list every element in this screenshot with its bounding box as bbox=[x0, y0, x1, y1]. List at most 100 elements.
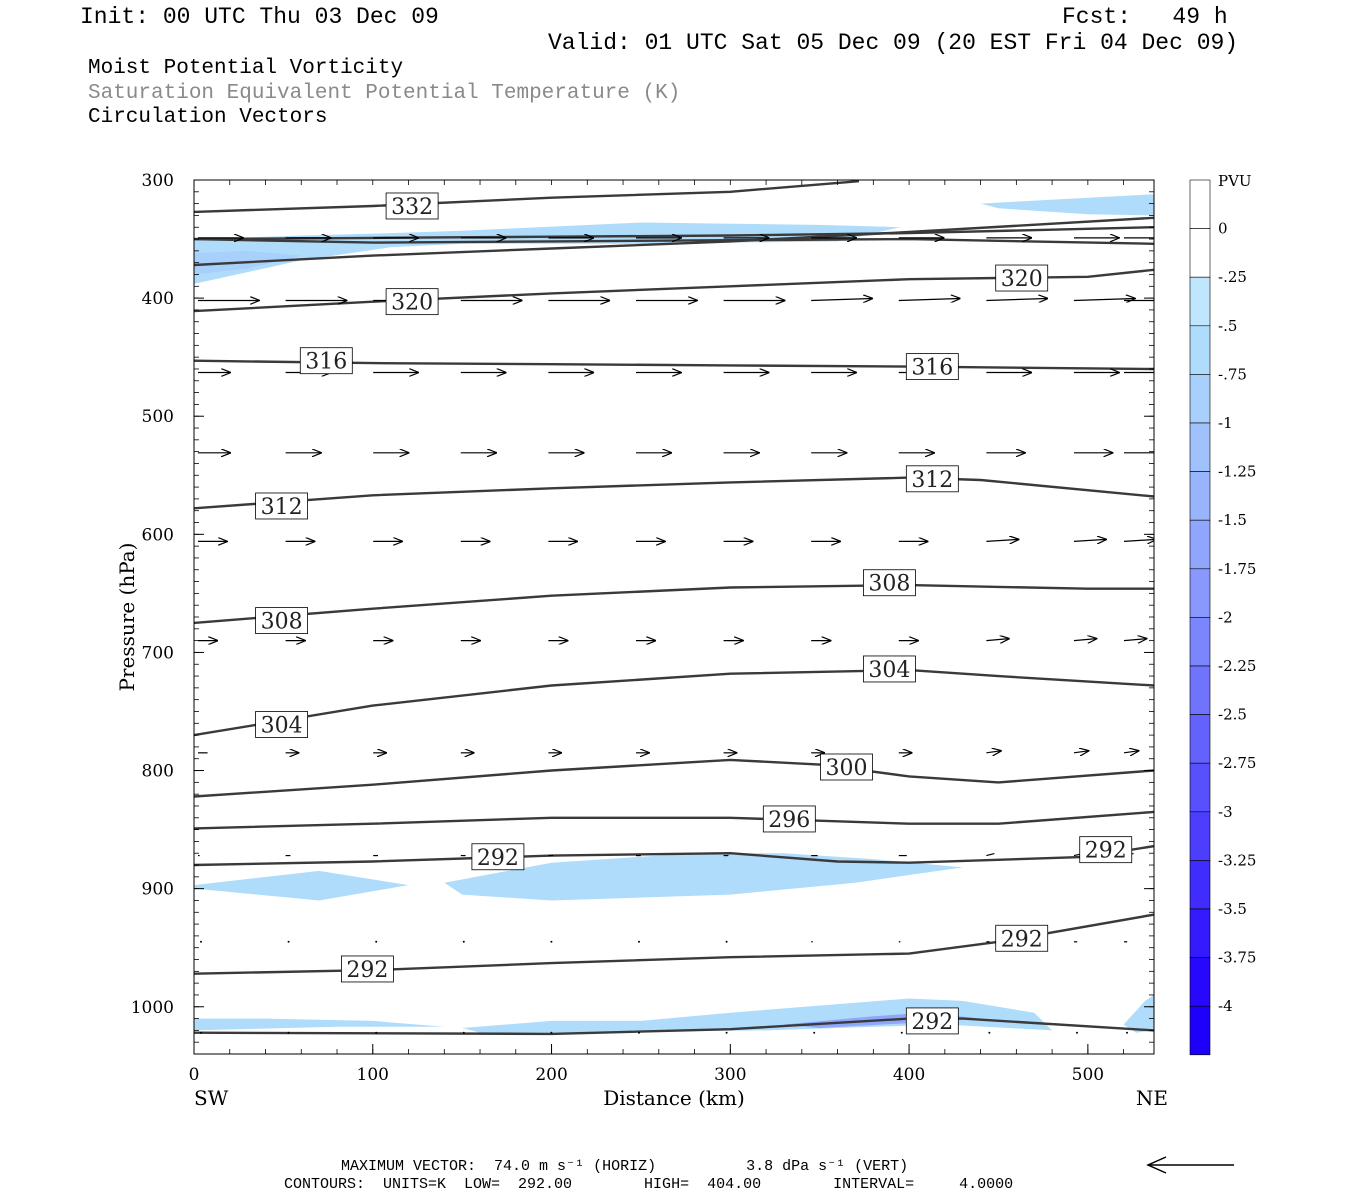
contour-label-14: 300 bbox=[826, 756, 868, 781]
contour-label-11: 308 bbox=[868, 572, 910, 597]
contour-label-13: 304 bbox=[868, 658, 910, 683]
vector-dot-8-2 bbox=[375, 940, 378, 943]
vector-dot-9-8 bbox=[900, 1031, 903, 1034]
contour-label-box-12 bbox=[255, 711, 308, 738]
y-axis-label: Pressure (hPa) bbox=[115, 543, 139, 692]
sw-label: SW bbox=[194, 1086, 229, 1110]
colorbar-label-0: 0 bbox=[1218, 220, 1228, 238]
contour-info-note: CONTOURS: UNITS=K LOW= 292.00 HIGH= 404.… bbox=[284, 1176, 1014, 1193]
colorbar-label-15: -3.75 bbox=[1218, 949, 1256, 967]
colorbar-label-2: -.5 bbox=[1218, 317, 1237, 335]
init-time: Init: 00 UTC Thu 03 Dec 09 bbox=[80, 4, 439, 30]
vector-dot-9-11 bbox=[1126, 1031, 1128, 1034]
vector-dot-9-9 bbox=[988, 1031, 991, 1034]
vector-dot-9-5 bbox=[637, 1031, 640, 1034]
contour-label-box-21 bbox=[905, 1007, 959, 1035]
contour-label-box-7 bbox=[905, 353, 959, 381]
x-tick-label-300: 300 bbox=[714, 1065, 746, 1085]
colorbar-label-11: -2.75 bbox=[1218, 754, 1256, 772]
vector-dot-8-6 bbox=[725, 940, 728, 943]
contour-label-21: 292 bbox=[911, 1010, 953, 1035]
forecast-hour: Fcst: 49 h bbox=[1062, 4, 1228, 30]
pv-shade-region-4 bbox=[444, 853, 963, 901]
vector-5-10 bbox=[1073, 639, 1096, 641]
x-tick-label-100: 100 bbox=[357, 1065, 389, 1085]
colorbar-label-12: -3 bbox=[1218, 803, 1233, 821]
contour-label-5: 320 bbox=[1001, 267, 1043, 292]
contour-label-box-18 bbox=[341, 955, 394, 983]
colorbar-label-13: -3.25 bbox=[1218, 851, 1256, 869]
colorbar-label-4: -1 bbox=[1218, 414, 1233, 432]
vector-dot-8-0 bbox=[200, 940, 202, 943]
contour-label-box-14 bbox=[820, 753, 873, 781]
contour-label-16: 292 bbox=[477, 846, 519, 871]
contour-label-box-19 bbox=[995, 924, 1049, 952]
contour-label-7: 316 bbox=[911, 356, 953, 381]
contour-label-box-6 bbox=[299, 347, 353, 375]
colorbar-label-1: -.25 bbox=[1218, 268, 1247, 286]
contour-label-10: 308 bbox=[261, 610, 303, 635]
colorbar-label-9: -2.25 bbox=[1218, 657, 1256, 675]
vector-dot-9-3 bbox=[462, 1031, 465, 1034]
contour-label-4: 320 bbox=[391, 291, 433, 316]
y-tick-label-400: 400 bbox=[142, 289, 174, 309]
colorbar-label-8: -2 bbox=[1218, 608, 1233, 626]
colorbar-label-6: -1.5 bbox=[1218, 511, 1247, 529]
contour-label-layer: 332 320 320 316 316 312 312 308 308 304 304 300 296 2… bbox=[255, 192, 1133, 1035]
vector-dot-8-5 bbox=[637, 940, 640, 943]
x-tick-label-200: 200 bbox=[535, 1065, 567, 1085]
reference-vector-icon bbox=[1146, 1156, 1234, 1174]
x-tick-label-400: 400 bbox=[893, 1065, 925, 1085]
y-tick-label-700: 700 bbox=[142, 643, 174, 663]
colorbar-label-10: -2.5 bbox=[1218, 706, 1247, 724]
y-tick-label-300: 300 bbox=[142, 171, 174, 191]
vector-4-10 bbox=[1073, 539, 1106, 541]
colorbar-swatch-5 bbox=[1189, 422, 1211, 472]
contour-label-6: 316 bbox=[305, 350, 347, 375]
theta-contour-layer bbox=[194, 180, 1154, 1036]
colorbar-label-16: -4 bbox=[1218, 997, 1233, 1015]
pv-shade-region-5 bbox=[194, 1018, 445, 1031]
vector-dot-8-3 bbox=[462, 940, 465, 943]
theta-contour-4 bbox=[194, 268, 1154, 313]
pv-shade-region-2 bbox=[980, 194, 1154, 216]
vector-5-11 bbox=[1123, 639, 1146, 641]
vector-6-9 bbox=[986, 751, 1000, 753]
colorbar-swatch-3 bbox=[1189, 325, 1211, 375]
max-vector-note: MAXIMUM VECTOR: 74.0 m s⁻¹ (HORIZ) 3.8 d… bbox=[341, 1158, 909, 1175]
vector-7-9 bbox=[986, 852, 995, 857]
theta-contour-16 bbox=[194, 844, 1154, 867]
contour-label-box-8 bbox=[255, 492, 308, 520]
colorbar-swatch-15 bbox=[1189, 908, 1211, 958]
colorbar-swatch-12 bbox=[1189, 762, 1211, 813]
vector-1-9 bbox=[986, 298, 1047, 300]
y-tick-label-800: 800 bbox=[142, 762, 174, 782]
contour-label-box-17 bbox=[1079, 836, 1133, 864]
contour-label-8: 312 bbox=[261, 495, 303, 520]
contour-label-box-10 bbox=[255, 607, 308, 634]
y-tick-label-500: 500 bbox=[142, 407, 174, 427]
pv-shade-region-6 bbox=[462, 998, 1053, 1033]
vector-dot-9-2 bbox=[375, 1031, 378, 1034]
vector-layer bbox=[198, 238, 1154, 1034]
theta-contour-0 bbox=[194, 180, 860, 214]
vector-1-8 bbox=[898, 298, 960, 300]
vector-4-11 bbox=[1123, 539, 1154, 541]
colorbar-swatch-0 bbox=[1189, 179, 1211, 229]
x-tick-label-0: 0 bbox=[189, 1065, 200, 1085]
legend-title-theta-es: Saturation Equivalent Potential Temperat… bbox=[88, 82, 681, 105]
contour-label-box-4 bbox=[385, 288, 439, 316]
colorbar-swatch-7 bbox=[1189, 519, 1211, 570]
vector-dot-9-10 bbox=[1075, 1031, 1078, 1034]
theta-contour-3 bbox=[194, 237, 1154, 245]
vector-dot-9-7 bbox=[813, 1031, 816, 1034]
vector-6-10 bbox=[1073, 751, 1088, 753]
colorbar-units: PVU bbox=[1218, 172, 1252, 190]
pv-shade-region-0 bbox=[194, 222, 901, 284]
colorbar: PVU 0 -.25 -.5 -.75 -1 -1.25 -1.5 -1.75 -2 -2.25 -2… bbox=[1189, 172, 1256, 1056]
pv-shade-region-8 bbox=[1123, 994, 1154, 1033]
vector-6-11 bbox=[1123, 751, 1138, 753]
theta-contour-1 bbox=[194, 216, 1154, 267]
vector-1-10 bbox=[1073, 298, 1135, 300]
